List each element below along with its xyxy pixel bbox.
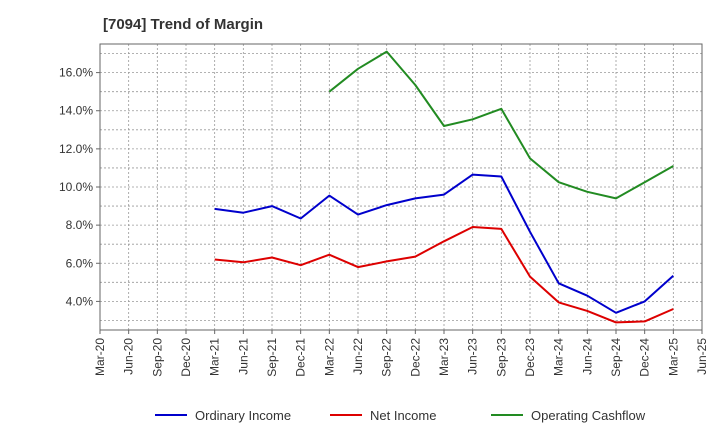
- legend-label-ordinary-income: Ordinary Income: [195, 408, 291, 423]
- x-tick-label: Mar-21: [208, 338, 222, 376]
- x-tick-label: Sep-21: [265, 338, 279, 377]
- y-tick-label: 16.0%: [59, 66, 93, 80]
- x-tick-label: Jun-22: [351, 338, 365, 375]
- series-lines: [214, 50, 674, 324]
- x-tick-label: Sep-23: [494, 338, 508, 377]
- y-axis-ticks: 4.0% 6.0% 8.0% 10.0% 12.0% 14.0% 16.0%: [59, 66, 100, 308]
- x-tick-label: Jun-21: [236, 338, 250, 375]
- x-tick-label: Dec-21: [294, 338, 308, 377]
- x-axis-ticks: Mar-20 Jun-20 Sep-20 Dec-20 Mar-21 Jun-21 Sep-…: [93, 330, 709, 377]
- x-tick-label: Mar-23: [437, 338, 451, 376]
- x-tick-label: Mar-20: [93, 338, 107, 376]
- ordinary-income-line: [214, 173, 674, 314]
- x-tick-label: Dec-23: [523, 338, 537, 377]
- legend: Ordinary Income Net Income Operating Cashf…: [155, 408, 646, 423]
- legend-label-operating-cashflow: Operating Cashflow: [531, 408, 646, 423]
- y-tick-label: 10.0%: [59, 180, 93, 194]
- operating-cashflow-line: [328, 50, 674, 200]
- x-tick-label: Mar-22: [322, 338, 336, 376]
- y-tick-label: 12.0%: [59, 142, 93, 156]
- y-tick-label: 6.0%: [66, 256, 94, 270]
- x-tick-label: Mar-25: [666, 338, 680, 376]
- x-tick-label: Dec-22: [408, 338, 422, 377]
- x-tick-label: Jun-25: [695, 338, 709, 375]
- grid-lines: [99, 44, 703, 330]
- x-tick-label: Jun-24: [580, 338, 594, 375]
- x-tick-label: Dec-20: [179, 338, 193, 377]
- x-tick-label: Mar-24: [552, 338, 566, 376]
- y-tick-label: 8.0%: [66, 218, 94, 232]
- x-tick-label: Sep-22: [380, 338, 394, 377]
- x-tick-label: Jun-23: [466, 338, 480, 375]
- y-tick-label: 14.0%: [59, 104, 93, 118]
- chart-title: [7094] Trend of Margin: [103, 16, 264, 33]
- net-income-line: [214, 226, 674, 324]
- x-tick-label: Dec-24: [638, 338, 652, 377]
- y-tick-label: 4.0%: [66, 294, 94, 308]
- x-tick-label: Sep-24: [609, 338, 623, 377]
- x-tick-label: Sep-20: [150, 338, 164, 377]
- x-tick-label: Jun-20: [122, 338, 136, 375]
- legend-label-net-income: Net Income: [370, 408, 436, 423]
